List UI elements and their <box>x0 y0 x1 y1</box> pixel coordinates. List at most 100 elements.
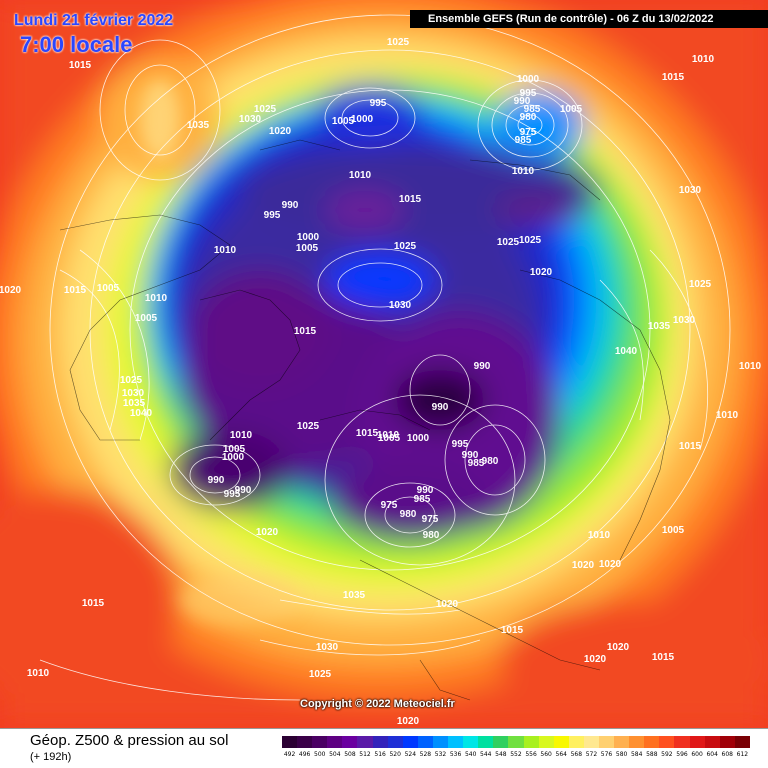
copyright: Copyright © 2022 Meteociel.fr <box>300 698 455 710</box>
scale-label: 580 <box>615 751 628 758</box>
pressure-label: 995 <box>224 489 241 500</box>
pressure-label: 1025 <box>689 279 712 290</box>
pressure-label: 1020 <box>607 642 630 653</box>
scale-swatch <box>432 736 449 748</box>
pressure-label: 975 <box>422 514 439 525</box>
scale-swatch <box>598 736 615 748</box>
pressure-label: 1025 <box>297 421 320 432</box>
pressure-label: 1010 <box>214 245 237 256</box>
pressure-label: 1015 <box>64 285 87 296</box>
scale-swatch <box>644 736 660 748</box>
pressure-label: 990 <box>514 96 531 107</box>
coastlines <box>59 139 671 701</box>
legend-footer: Géop. Z500 & pression au sol (+ 192h) 49… <box>0 728 768 768</box>
legend-title: Géop. Z500 & pression au sol <box>30 732 229 749</box>
scale-label: 516 <box>374 751 386 758</box>
pressure-label: 1025 <box>497 237 520 248</box>
scale-swatch <box>523 736 539 748</box>
pressure-label: 1010 <box>692 54 715 65</box>
pressure-label: 1000 <box>297 232 320 243</box>
pressure-label: 1025 <box>120 375 143 386</box>
pressure-label: 985 <box>515 135 532 146</box>
pressure-label: 1015 <box>294 326 317 337</box>
pressure-label: 1040 <box>615 346 638 357</box>
scale-swatch <box>674 736 690 748</box>
pressure-label: 1035 <box>187 120 210 131</box>
scale-swatch <box>614 736 630 748</box>
scale-swatch <box>402 736 418 748</box>
scale-label: 564 <box>555 751 567 758</box>
pressure-label: 995 <box>520 88 537 99</box>
scale-swatch <box>463 736 479 748</box>
pressure-label: 1010 <box>349 170 372 181</box>
scale-swatch <box>734 736 750 748</box>
pressure-label: 985 <box>468 458 485 469</box>
pressure-label: 1035 <box>343 590 366 601</box>
scale-swatch <box>342 736 358 748</box>
pressure-label: 1000 <box>517 74 540 85</box>
pressure-label: 990 <box>235 485 252 496</box>
scale-label: 600 <box>691 751 703 758</box>
pressure-label: 1025 <box>519 235 542 246</box>
scale-swatch <box>508 736 524 748</box>
pressure-label: 980 <box>520 112 537 123</box>
weather-map: 1015 1025 1015 1010 1035 1025 1030 1020 995 1005 1… <box>0 0 768 728</box>
pressure-label: 1020 <box>572 560 595 571</box>
pressure-label: 990 <box>462 450 479 461</box>
color-scale-labels: 492 496 500 504 508 512 516 520 524 528 532 536 540 5… <box>282 751 750 758</box>
pressure-label: 1025 <box>394 241 417 252</box>
scale-label: 508 <box>344 751 356 758</box>
scale-label: 520 <box>389 751 401 758</box>
pressure-label: 995 <box>264 210 281 221</box>
pressure-label: 1000 <box>407 433 430 444</box>
scale-label: 500 <box>314 751 326 758</box>
pressure-label: 1010 <box>588 530 611 541</box>
scale-label: 548 <box>495 751 507 758</box>
pressure-labels: 1015 1025 1015 1010 1035 1025 1030 1020 995 1005 1… <box>0 37 762 727</box>
pressure-label: 995 <box>370 98 387 109</box>
scale-label: 612 <box>736 751 749 758</box>
pressure-label: 980 <box>400 509 417 520</box>
scale-swatch <box>553 736 569 748</box>
scale-label: 528 <box>419 751 432 758</box>
scale-label: 588 <box>646 751 658 758</box>
scale-label: 544 <box>480 751 492 758</box>
scale-label: 504 <box>329 751 341 758</box>
scale-swatch <box>493 736 509 748</box>
pressure-label: 980 <box>423 530 440 541</box>
scale-swatch <box>719 736 735 748</box>
scale-swatch <box>312 736 328 748</box>
pressure-label: 1005 <box>332 116 355 127</box>
scale-swatch <box>372 736 388 748</box>
scale-swatch <box>689 736 705 748</box>
pressure-label: 1010 <box>27 668 50 679</box>
pressure-label: 1005 <box>378 433 401 444</box>
pressure-label: 1030 <box>389 300 412 311</box>
pressure-label: 1020 <box>397 716 420 727</box>
pressure-label: 1005 <box>135 313 158 324</box>
pressure-label: 1015 <box>652 652 675 663</box>
scale-label: 604 <box>706 751 718 758</box>
scale-swatch <box>478 736 494 748</box>
pressure-label: 990 <box>282 200 299 211</box>
color-scale <box>282 736 750 748</box>
pressure-label: 1020 <box>584 654 607 665</box>
scale-label: 560 <box>540 751 552 758</box>
scale-label: 572 <box>585 751 598 758</box>
scale-label: 540 <box>464 751 477 758</box>
run-info-bar: Ensemble GEFS (Run de contrôle) - 06 Z d… <box>410 10 768 28</box>
scale-label: 524 <box>404 751 417 758</box>
pressure-label: 1040 <box>130 408 153 419</box>
pressure-label: 1025 <box>254 104 277 115</box>
scale-label: 568 <box>570 751 583 758</box>
geopotential-field <box>0 0 768 728</box>
pressure-label: 985 <box>524 104 541 115</box>
pressure-label: 1015 <box>662 72 685 83</box>
scale-swatch <box>704 736 720 748</box>
pressure-label: 1030 <box>673 315 696 326</box>
scale-label: 536 <box>449 751 462 758</box>
pressure-label: 1015 <box>69 60 92 71</box>
legend-subtitle: (+ 192h) <box>30 751 72 763</box>
pressure-label: 1010 <box>230 430 253 441</box>
scale-label: 596 <box>676 751 688 758</box>
